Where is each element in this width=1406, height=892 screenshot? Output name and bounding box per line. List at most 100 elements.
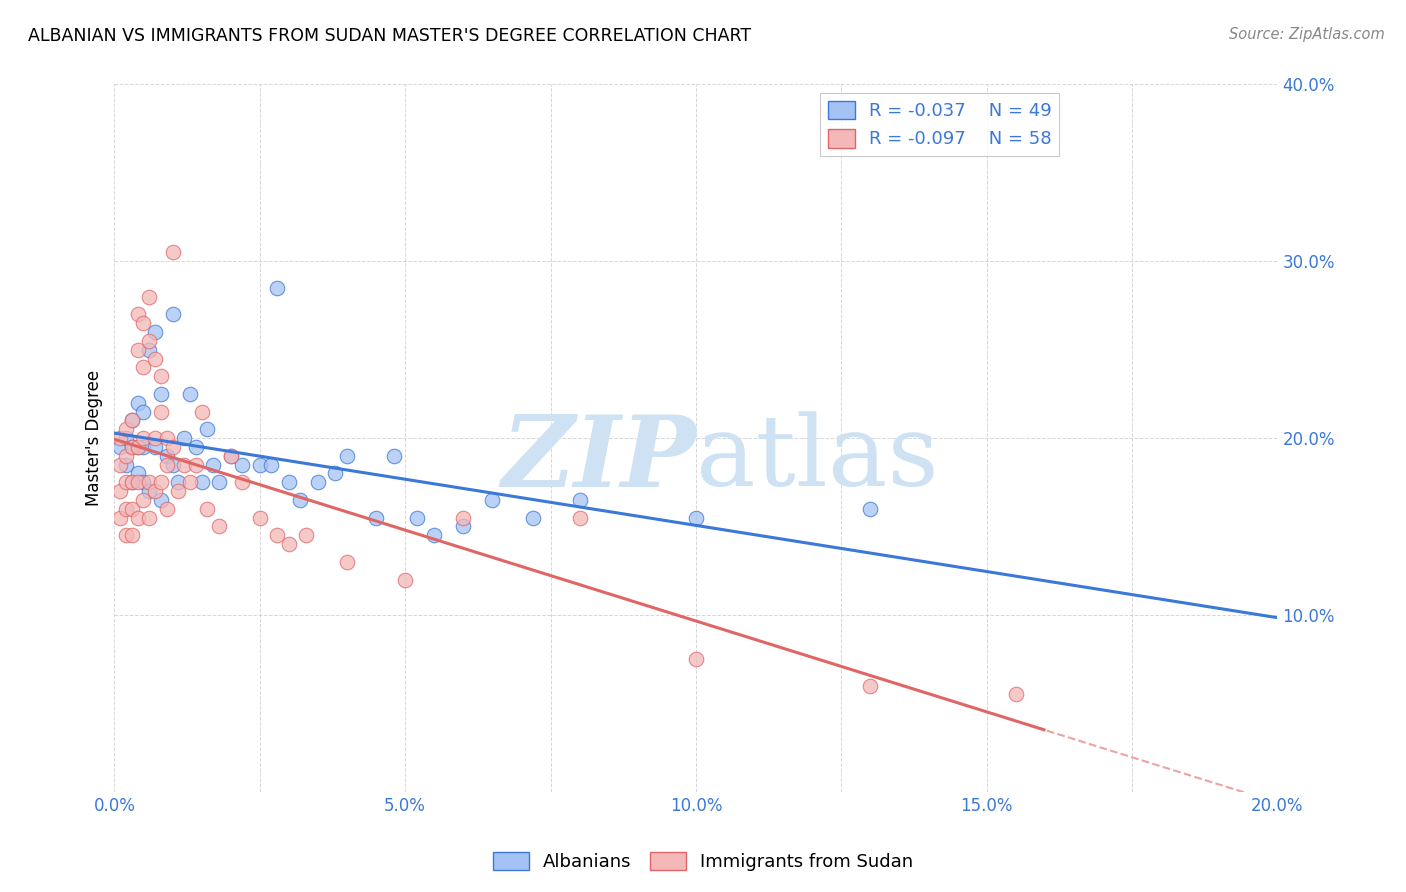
Point: [115, 458, 138, 472]
Point: [162, 458, 184, 472]
Legend: Albanians, Immigrants from Sudan: Albanians, Immigrants from Sudan: [485, 845, 921, 879]
Point: [121, 440, 143, 454]
Point: [143, 431, 166, 445]
Point: [481, 492, 503, 507]
Point: [110, 431, 132, 445]
Point: [143, 484, 166, 499]
Point: [290, 492, 312, 507]
Point: [156, 449, 179, 463]
Point: [110, 440, 132, 454]
Point: [156, 431, 179, 445]
Point: [336, 449, 359, 463]
Point: [190, 404, 212, 418]
Point: [149, 492, 172, 507]
Point: [127, 467, 149, 481]
Point: [132, 475, 155, 490]
Point: [167, 475, 190, 490]
Point: [522, 510, 544, 524]
Point: [382, 449, 405, 463]
Point: [249, 458, 271, 472]
Point: [231, 475, 253, 490]
Point: [121, 440, 143, 454]
Point: [685, 510, 707, 524]
Point: [121, 475, 143, 490]
Point: [143, 325, 166, 339]
Point: [127, 440, 149, 454]
Point: [127, 307, 149, 321]
Point: [859, 501, 882, 516]
Point: [179, 387, 201, 401]
Point: [149, 387, 172, 401]
Point: [132, 360, 155, 375]
Y-axis label: Master's Degree: Master's Degree: [86, 370, 103, 506]
Point: [219, 449, 242, 463]
Point: [453, 510, 475, 524]
Point: [138, 334, 160, 348]
Point: [138, 484, 160, 499]
Point: [453, 519, 475, 533]
Text: Source: ZipAtlas.com: Source: ZipAtlas.com: [1229, 27, 1385, 42]
Point: [138, 290, 160, 304]
Point: [307, 475, 329, 490]
Point: [202, 458, 225, 472]
Point: [115, 431, 138, 445]
Point: [162, 307, 184, 321]
Point: [277, 475, 299, 490]
Point: [423, 528, 446, 542]
Point: [127, 510, 149, 524]
Point: [138, 343, 160, 357]
Point: [173, 458, 195, 472]
Point: [121, 528, 143, 542]
Point: [127, 395, 149, 409]
Point: [295, 528, 318, 542]
Point: [115, 528, 138, 542]
Point: [179, 475, 201, 490]
Point: [121, 413, 143, 427]
Point: [568, 492, 591, 507]
Point: [132, 440, 155, 454]
Point: [156, 458, 179, 472]
Point: [325, 467, 347, 481]
Legend: R = -0.037    N = 49, R = -0.097    N = 58: R = -0.037 N = 49, R = -0.097 N = 58: [820, 94, 1059, 155]
Point: [336, 555, 359, 569]
Point: [190, 475, 212, 490]
Point: [167, 484, 190, 499]
Point: [156, 501, 179, 516]
Point: [197, 422, 219, 436]
Point: [208, 475, 231, 490]
Text: ALBANIAN VS IMMIGRANTS FROM SUDAN MASTER'S DEGREE CORRELATION CHART: ALBANIAN VS IMMIGRANTS FROM SUDAN MASTER…: [28, 27, 751, 45]
Point: [364, 510, 387, 524]
Point: [110, 458, 132, 472]
Point: [1004, 688, 1026, 702]
Point: [568, 510, 591, 524]
Point: [162, 440, 184, 454]
Point: [266, 528, 288, 542]
Point: [405, 510, 427, 524]
Point: [143, 440, 166, 454]
Point: [115, 501, 138, 516]
Point: [197, 501, 219, 516]
Point: [260, 458, 283, 472]
Text: atlas: atlas: [696, 411, 939, 508]
Point: [115, 475, 138, 490]
Point: [219, 449, 242, 463]
Point: [149, 475, 172, 490]
Point: [173, 431, 195, 445]
Point: [127, 475, 149, 490]
Point: [138, 510, 160, 524]
Point: [121, 413, 143, 427]
Point: [121, 501, 143, 516]
Point: [121, 475, 143, 490]
Point: [149, 404, 172, 418]
Point: [110, 484, 132, 499]
Point: [132, 492, 155, 507]
Point: [184, 458, 207, 472]
Point: [277, 537, 299, 551]
Text: ZIP: ZIP: [501, 411, 696, 508]
Point: [231, 458, 253, 472]
Point: [127, 440, 149, 454]
Point: [184, 440, 207, 454]
Point: [685, 652, 707, 666]
Point: [266, 281, 288, 295]
Point: [394, 573, 416, 587]
